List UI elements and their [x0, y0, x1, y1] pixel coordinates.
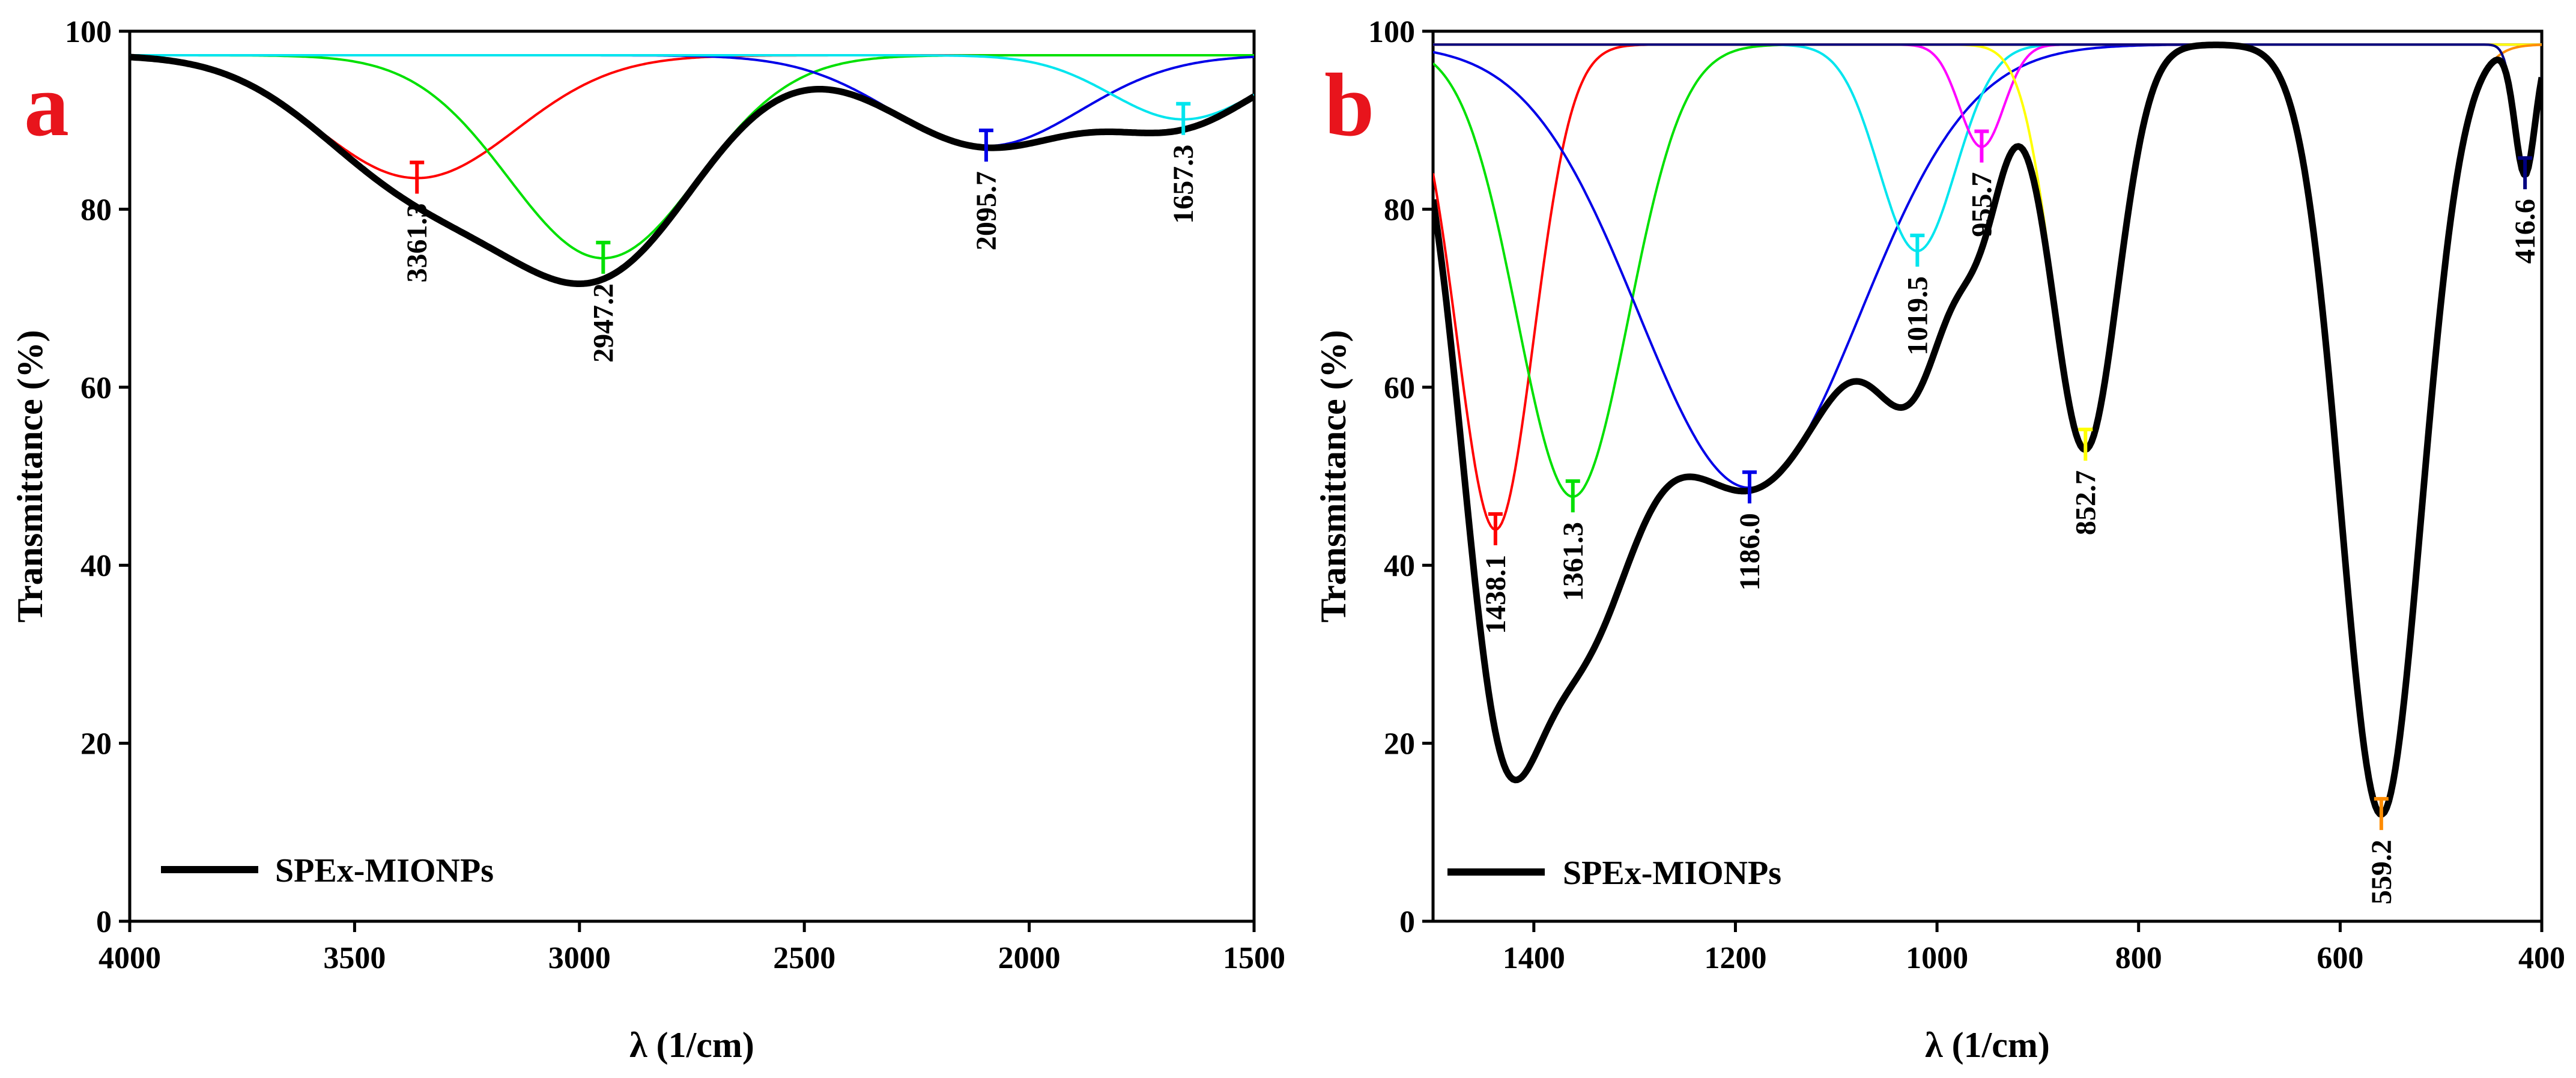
panel-a-y-ticks: 0 20 40 60 80 100 — [65, 15, 130, 939]
peak-label-1186-0: 1186.0 — [1734, 513, 1766, 590]
panel-b-y-ticks: 0 20 40 60 80 100 — [1368, 15, 1433, 939]
x-tick-label-600: 600 — [2317, 941, 2363, 975]
peak-label-559-2: 559.2 — [2366, 840, 2398, 904]
y-tick-label-40: 40 — [80, 549, 112, 583]
y-tick-label-40: 40 — [1384, 549, 1415, 583]
peak-label-1438-1: 1438.1 — [1480, 555, 1512, 634]
panel-b-peak-labels: 1438.1 1361.3 1186.0 1019.5 955.7 852.7 559.2 4… — [1480, 172, 2541, 905]
x-tick-label-2500: 2500 — [773, 941, 835, 975]
peak-label-2095-7: 2095.7 — [971, 171, 1002, 250]
panel-b-plot-area — [1431, 29, 2544, 923]
y-tick-label-20: 20 — [1384, 727, 1415, 762]
y-tick-label-0: 0 — [1399, 905, 1415, 939]
peak-label-3361-3: 3361.3 — [401, 204, 433, 283]
peak-label-1657-3: 1657.3 — [1168, 145, 1199, 224]
panel-a-legend-label: SPEx-MIONPs — [275, 852, 494, 889]
x-tick-label-1400: 1400 — [1503, 941, 1565, 975]
panel-b-spectrum — [1433, 41, 2542, 818]
panel-a-legend-box — [150, 841, 1033, 913]
x-tick-label-1500: 1500 — [1223, 941, 1285, 975]
panel-a-x-axis-title: λ (1/cm) — [629, 1025, 754, 1065]
panel-a-chart: 3361.3 2947.2 2095.7 1657.3 4000 3500 3000 250… — [10, 15, 1285, 1065]
panel-b-chart: 1438.1 1361.3 1186.0 1019.5 955.7 852.7 559.2 4… — [1314, 15, 2565, 1065]
panel-b-legend-label: SPEx-MIONPs — [1563, 855, 1781, 892]
y-tick-label-80: 80 — [80, 193, 112, 227]
panel-a-letter: a — [24, 55, 69, 155]
y-tick-label-60: 60 — [80, 371, 112, 405]
x-tick-label-3500: 3500 — [323, 941, 386, 975]
x-tick-label-4000: 4000 — [98, 941, 161, 975]
peak-label-1361-3: 1361.3 — [1557, 522, 1589, 601]
peak-label-955-7: 955.7 — [1966, 172, 1998, 237]
spectrum-line — [1433, 41, 2542, 818]
panel-b-legend-box — [1444, 841, 2123, 913]
peak-label-852-7: 852.7 — [2070, 470, 2102, 535]
panel-a-x-ticks: 4000 3500 3000 2500 2000 1500 — [98, 921, 1285, 975]
panel-b-legend: SPEx-MIONPs — [1444, 841, 2123, 913]
spectrum-line — [130, 53, 1254, 287]
panel-a-peak-markers — [410, 101, 1191, 274]
peak-label-2947-2: 2947.2 — [587, 283, 619, 363]
y-tick-label-100: 100 — [65, 15, 112, 49]
peak-curve-416-6 — [1433, 43, 2542, 175]
panel-a-plot-area — [128, 29, 1256, 923]
panel-a-legend: SPEx-MIONPs — [150, 841, 1033, 913]
y-tick-label-80: 80 — [1384, 193, 1415, 227]
x-tick-label-2000: 2000 — [998, 941, 1061, 975]
panel-a-peak-labels: 3361.3 2947.2 2095.7 1657.3 — [401, 145, 1199, 363]
y-tick-label-100: 100 — [1368, 15, 1415, 49]
panel-a-spectrum — [130, 53, 1254, 287]
panel-b-letter: b — [1324, 55, 1374, 155]
panel-a-y-axis-title: Transmittance (%) — [10, 330, 50, 622]
x-tick-label-800: 800 — [2115, 941, 2162, 975]
y-tick-label-60: 60 — [1384, 371, 1415, 405]
x-tick-label-1200: 1200 — [1704, 941, 1766, 975]
peak-curve-1657-3 — [130, 54, 1254, 121]
x-tick-label-3000: 3000 — [548, 941, 611, 975]
y-tick-label-0: 0 — [96, 905, 112, 939]
y-tick-label-20: 20 — [80, 727, 112, 762]
panel-b-peak-markers — [1488, 129, 2533, 831]
panel-b-x-ticks: 1400 1200 1000 800 600 400 — [1503, 921, 2565, 975]
x-tick-label-400: 400 — [2518, 941, 2565, 975]
x-tick-label-1000: 1000 — [1906, 941, 1968, 975]
peak-label-1019-5: 1019.5 — [1902, 276, 1933, 356]
panel-b-x-axis-title: λ (1/cm) — [1925, 1025, 2050, 1065]
peak-label-416-6: 416.6 — [2509, 199, 2541, 264]
panel-b-y-axis-title: Transmittance (%) — [1314, 330, 1353, 622]
